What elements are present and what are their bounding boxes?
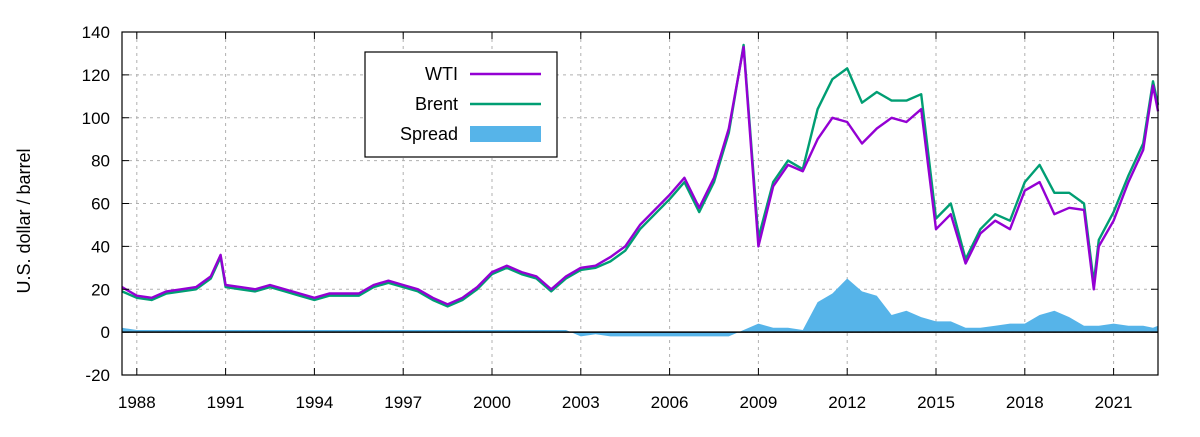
y-tick-label: 140 xyxy=(82,23,110,42)
x-tick-label: 2018 xyxy=(1006,393,1044,412)
y-axis-label: U.S. dollar / barrel xyxy=(14,148,34,293)
x-tick-label: 2000 xyxy=(473,393,511,412)
legend-label-spread: Spread xyxy=(400,124,458,144)
legend-swatch-spread xyxy=(470,126,541,142)
legend: WTI Brent Spread xyxy=(364,51,558,158)
legend-label-wti: WTI xyxy=(425,64,458,84)
x-tick-label: 1997 xyxy=(384,393,422,412)
y-axis-ticks: -20 0 20 40 60 80 100 120 140 xyxy=(82,23,1158,385)
spread-area-layer xyxy=(122,278,1158,337)
y-tick-label: 40 xyxy=(91,237,110,256)
x-tick-label: 1988 xyxy=(118,393,156,412)
x-tick-label: 2003 xyxy=(562,393,600,412)
x-tick-label: 2021 xyxy=(1095,393,1133,412)
y-tick-label: 0 xyxy=(101,323,110,342)
legend-label-brent: Brent xyxy=(415,94,458,114)
x-axis-ticks: 1988 1991 1994 1997 2000 2003 2006 2009 2012 2015… xyxy=(118,32,1133,412)
x-tick-label: 2015 xyxy=(917,393,955,412)
series-wti-line xyxy=(121,45,1160,306)
y-tick-label: 60 xyxy=(91,195,110,214)
grid xyxy=(122,31,1158,376)
x-tick-label: 2009 xyxy=(739,393,777,412)
x-tick-label: 2012 xyxy=(828,393,866,412)
y-tick-label: 20 xyxy=(91,280,110,299)
series-brent-line xyxy=(121,43,1160,308)
x-tick-label: 2006 xyxy=(651,393,689,412)
series-lines xyxy=(121,43,1160,308)
y-tick-label: -20 xyxy=(85,366,110,385)
y-tick-label: 100 xyxy=(82,109,110,128)
y-tick-label: 80 xyxy=(91,152,110,171)
y-tick-label: 120 xyxy=(82,66,110,85)
x-tick-label: 1994 xyxy=(295,393,333,412)
series-spread-area xyxy=(122,278,1158,337)
x-tick-label: 1991 xyxy=(207,393,245,412)
